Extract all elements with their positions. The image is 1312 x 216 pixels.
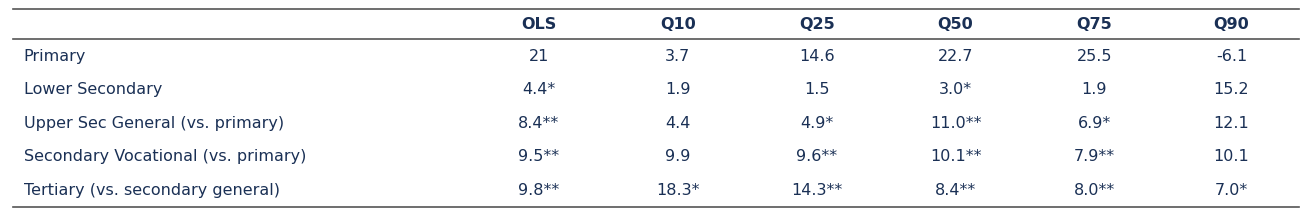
Text: 4.4*: 4.4* (522, 82, 555, 97)
Text: -6.1: -6.1 (1216, 49, 1246, 64)
Text: 6.9*: 6.9* (1078, 116, 1111, 131)
Text: 8.4**: 8.4** (518, 116, 560, 131)
Text: 7.9**: 7.9** (1075, 149, 1115, 165)
Text: OLS: OLS (521, 17, 556, 32)
Text: 1.9: 1.9 (665, 82, 690, 97)
Text: Lower Secondary: Lower Secondary (24, 82, 161, 97)
Text: 10.1**: 10.1** (930, 149, 981, 165)
Text: 9.6**: 9.6** (796, 149, 837, 165)
Text: Primary: Primary (24, 49, 87, 64)
Text: Tertiary (vs. secondary general): Tertiary (vs. secondary general) (24, 183, 279, 198)
Text: 7.0*: 7.0* (1215, 183, 1248, 198)
Text: 18.3*: 18.3* (656, 183, 699, 198)
Text: Upper Sec General (vs. primary): Upper Sec General (vs. primary) (24, 116, 283, 131)
Text: 25.5: 25.5 (1077, 49, 1113, 64)
Text: 14.3**: 14.3** (791, 183, 842, 198)
Text: Q75: Q75 (1077, 17, 1113, 32)
Text: 4.4: 4.4 (665, 116, 690, 131)
Text: 14.6: 14.6 (799, 49, 834, 64)
Text: 8.0**: 8.0** (1073, 183, 1115, 198)
Text: 8.4**: 8.4** (935, 183, 976, 198)
Text: 22.7: 22.7 (938, 49, 974, 64)
Text: Q10: Q10 (660, 17, 695, 32)
Text: 9.5**: 9.5** (518, 149, 559, 165)
Text: 11.0**: 11.0** (930, 116, 981, 131)
Text: 15.2: 15.2 (1214, 82, 1249, 97)
Text: Q50: Q50 (938, 17, 974, 32)
Text: 9.9: 9.9 (665, 149, 690, 165)
Text: 12.1: 12.1 (1214, 116, 1249, 131)
Text: 9.8**: 9.8** (518, 183, 560, 198)
Text: Q25: Q25 (799, 17, 834, 32)
Text: 1.5: 1.5 (804, 82, 829, 97)
Text: 1.9: 1.9 (1081, 82, 1107, 97)
Text: 21: 21 (529, 49, 550, 64)
Text: Q90: Q90 (1214, 17, 1249, 32)
Text: 4.9*: 4.9* (800, 116, 833, 131)
Text: 3.0*: 3.0* (939, 82, 972, 97)
Text: Secondary Vocational (vs. primary): Secondary Vocational (vs. primary) (24, 149, 306, 165)
Text: 3.7: 3.7 (665, 49, 690, 64)
Text: 10.1: 10.1 (1214, 149, 1249, 165)
